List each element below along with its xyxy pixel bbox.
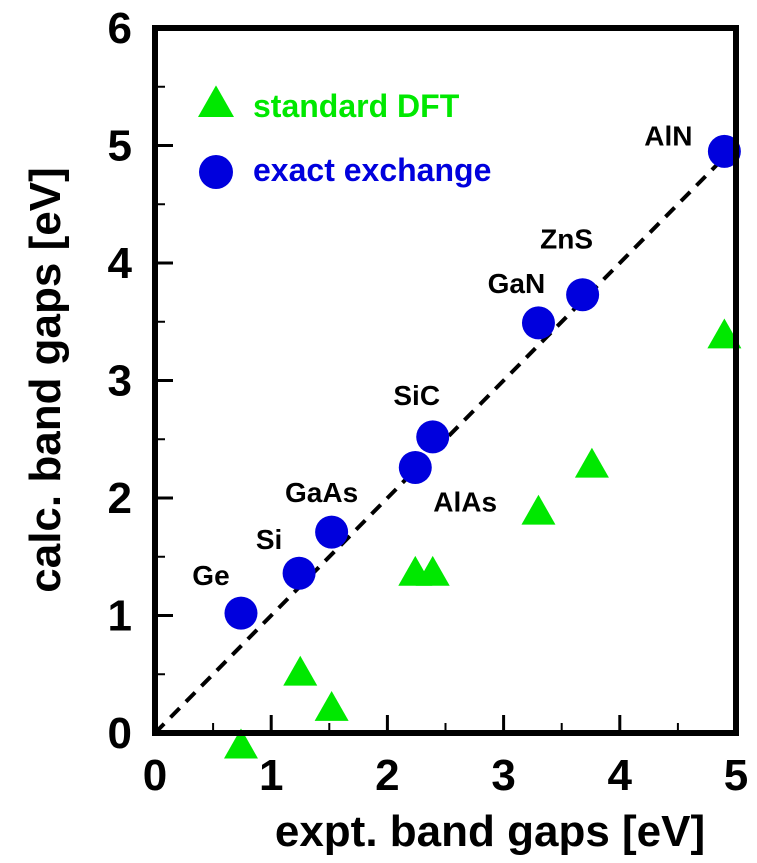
legend-circle-marker (199, 155, 233, 189)
x-tick-label: 4 (608, 751, 633, 800)
point-label: AlN (644, 120, 692, 151)
y-tick-label: 4 (108, 239, 133, 288)
point-label: GaN (488, 268, 546, 299)
y-tick-label: 2 (108, 474, 132, 523)
plot-frame (152, 25, 739, 736)
x-tick-label: 5 (724, 751, 748, 800)
x-tick-label: 3 (491, 751, 515, 800)
point-label: AlAs (433, 486, 497, 517)
x-tick-label: 0 (143, 751, 167, 800)
standard-dft-point (521, 494, 556, 525)
point-label: Ge (192, 560, 229, 591)
y-tick-label: 3 (108, 357, 132, 406)
point-label: SiC (393, 380, 440, 411)
y-tick-label: 0 (108, 709, 132, 758)
y-tick-label: 1 (108, 592, 132, 641)
exact-exchange-point (224, 596, 258, 630)
standard-dft-point (415, 555, 450, 586)
exact-exchange-point (398, 450, 432, 484)
x-axis-title: expt. band gaps [eV] (275, 807, 705, 856)
exact-exchange-point (315, 515, 349, 549)
y-axis-title: calc. band gaps [eV] (21, 167, 70, 592)
exact-exchange-point (566, 278, 600, 312)
y-tick-label: 5 (108, 122, 132, 171)
point-label: ZnS (540, 224, 593, 255)
exact-exchange-point (521, 306, 555, 340)
exact-exchange-point (282, 556, 316, 590)
reference-line (155, 144, 736, 733)
x-tick-label: 1 (259, 751, 283, 800)
standard-dft-point (574, 447, 609, 478)
point-label: Si (256, 524, 282, 555)
standard-dft-point (283, 655, 318, 686)
point-label: GaAs (285, 477, 358, 508)
legend-label: standard DFT (253, 88, 460, 124)
y-tick-label: 6 (108, 4, 132, 53)
exact-exchange-point (707, 134, 741, 168)
standard-dft-point (707, 318, 742, 349)
exact-exchange-point (416, 420, 450, 454)
legend-triangle-marker (198, 85, 234, 118)
legend-label: exact exchange (253, 152, 491, 188)
x-tick-label: 2 (375, 751, 399, 800)
standard-dft-point (314, 690, 349, 721)
standard-dft-point (223, 728, 258, 759)
